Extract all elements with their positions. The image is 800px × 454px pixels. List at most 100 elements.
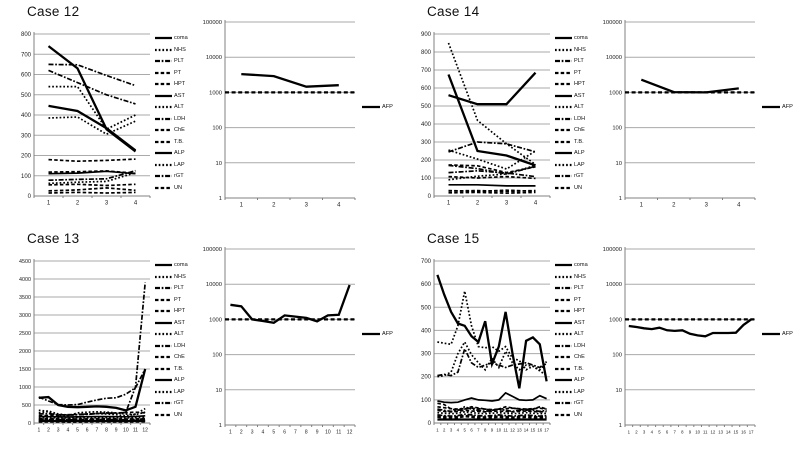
svg-text:4000: 4000 xyxy=(19,277,31,283)
series-line-sample-icon xyxy=(555,48,572,51)
panel-title: Case 12 xyxy=(27,4,80,19)
svg-text:1: 1 xyxy=(219,196,222,202)
panel-title: Case 13 xyxy=(27,231,80,246)
svg-text:2: 2 xyxy=(443,428,446,433)
legend-item-che: ChE xyxy=(155,353,203,361)
legend-label: PLT xyxy=(174,58,184,65)
legend-label: PT xyxy=(174,296,182,303)
svg-text:4: 4 xyxy=(262,430,265,436)
svg-text:100000: 100000 xyxy=(203,20,222,26)
series-line-sample-icon xyxy=(555,275,572,278)
svg-text:100: 100 xyxy=(612,126,622,132)
legend-label: PLT xyxy=(174,285,184,292)
svg-text:700: 700 xyxy=(421,68,432,74)
series-line-sample-icon xyxy=(555,82,572,86)
legend-label: coma xyxy=(174,35,188,41)
legend-label: UN xyxy=(574,411,583,418)
svg-text:600: 600 xyxy=(421,86,432,92)
legend-item-hpt: HPT xyxy=(155,307,203,315)
legend-label: UN xyxy=(174,411,183,418)
svg-text:1: 1 xyxy=(447,201,451,207)
svg-text:700: 700 xyxy=(21,52,32,58)
legend-item-plt: PLT xyxy=(555,57,603,65)
afp-legend: AFP xyxy=(762,331,793,337)
svg-text:0: 0 xyxy=(28,421,31,427)
legend-label: LDH xyxy=(174,342,186,349)
svg-text:6: 6 xyxy=(86,428,89,434)
svg-text:1000: 1000 xyxy=(609,317,622,323)
svg-text:5: 5 xyxy=(464,428,467,433)
legend-label: PT xyxy=(574,296,582,303)
svg-text:0: 0 xyxy=(28,194,32,200)
svg-text:10000: 10000 xyxy=(206,55,222,61)
legend-item-plt: PLT xyxy=(555,284,603,292)
svg-text:11: 11 xyxy=(336,430,341,436)
svg-text:3000: 3000 xyxy=(19,313,31,319)
svg-text:10000: 10000 xyxy=(206,282,222,288)
svg-text:1: 1 xyxy=(240,203,244,209)
svg-text:1000: 1000 xyxy=(209,317,222,323)
series-line-sample-icon xyxy=(155,82,172,86)
svg-text:1000: 1000 xyxy=(19,385,31,391)
svg-text:2: 2 xyxy=(672,203,676,209)
svg-text:100000: 100000 xyxy=(603,247,622,253)
legend-item-un: UN xyxy=(555,411,603,419)
series-line-sample-icon xyxy=(555,344,572,347)
legend-label: ALT xyxy=(574,331,584,338)
svg-text:5: 5 xyxy=(272,430,275,436)
legend-label: ALT xyxy=(174,331,184,338)
legend-label: ALP xyxy=(174,150,185,157)
svg-text:13: 13 xyxy=(517,428,522,433)
series-line-sample-icon xyxy=(555,175,572,178)
svg-text:9: 9 xyxy=(115,428,118,434)
legend-item-alt: ALT xyxy=(555,103,603,111)
legend-label: LAP xyxy=(174,388,185,395)
svg-text:2000: 2000 xyxy=(19,349,31,355)
series-line-sample-icon xyxy=(555,379,572,382)
legend-label: T.B. xyxy=(574,138,584,145)
svg-text:400: 400 xyxy=(421,122,432,128)
svg-text:8: 8 xyxy=(305,430,308,436)
series-line-sample-icon xyxy=(155,59,172,63)
legend-item-pt: PT xyxy=(555,296,603,304)
legend-label: NHS xyxy=(174,46,186,53)
legend-label: HPT xyxy=(574,308,586,315)
legend-item-hpt: HPT xyxy=(555,307,603,315)
svg-text:10: 10 xyxy=(123,428,129,434)
svg-text:500: 500 xyxy=(421,104,432,110)
svg-text:1: 1 xyxy=(619,423,622,429)
svg-text:10: 10 xyxy=(216,388,222,394)
case-12-lab-values-chart: 0 100 200 300 400 500 600 700 800 1 2 3 4 xyxy=(21,32,151,207)
afp-legend: AFP xyxy=(762,104,793,110)
svg-text:14: 14 xyxy=(524,428,529,433)
legend-item-tb: T.B. xyxy=(155,365,203,373)
legend-label: PT xyxy=(574,69,582,76)
legend-item-rgt: rGT xyxy=(155,172,203,180)
series-line-sample-icon xyxy=(155,163,172,166)
legend-label: PT xyxy=(174,69,182,76)
legend-label: LAP xyxy=(174,161,185,168)
legend-label: rGT xyxy=(174,173,184,180)
svg-text:0: 0 xyxy=(428,194,432,200)
legend-label: T.B. xyxy=(574,365,584,372)
svg-text:10: 10 xyxy=(616,388,622,394)
svg-text:16: 16 xyxy=(537,428,542,433)
svg-text:12: 12 xyxy=(711,430,716,435)
legend-label: HPT xyxy=(574,81,586,88)
lab-series-legend: coma NHS PLT PT HPT AST ALT LDH ChE T.B. ALP LAP rGT… xyxy=(555,261,603,419)
series-line-sample-icon xyxy=(155,94,172,97)
legend-item-nhs: NHS xyxy=(555,273,603,281)
legend-label: PLT xyxy=(574,285,584,292)
svg-text:700: 700 xyxy=(421,259,432,265)
legend-item-rgt: rGT xyxy=(155,399,203,407)
legend-item-ast: AST xyxy=(555,92,603,100)
svg-text:4500: 4500 xyxy=(19,259,31,265)
legend-item-ast: AST xyxy=(155,319,203,327)
svg-text:9: 9 xyxy=(316,430,319,436)
legend-item-alt: ALT xyxy=(155,103,203,111)
svg-text:6: 6 xyxy=(666,430,669,435)
legend-label: NHS xyxy=(574,273,586,280)
legend-item-che: ChE xyxy=(155,126,203,134)
svg-text:3: 3 xyxy=(705,203,709,209)
